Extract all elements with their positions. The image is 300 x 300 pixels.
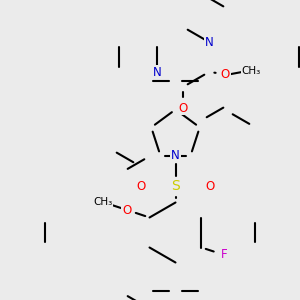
Text: S: S [171,179,180,193]
Text: CH₃: CH₃ [93,197,112,207]
Text: O: O [221,68,230,82]
Text: O: O [122,203,132,217]
Text: O: O [178,101,188,115]
Text: N: N [205,35,213,49]
Text: N: N [153,65,161,79]
Text: CH₃: CH₃ [242,66,261,76]
Text: O: O [136,179,146,193]
Text: F: F [221,248,227,262]
Text: N: N [171,149,180,162]
Text: O: O [206,179,214,193]
